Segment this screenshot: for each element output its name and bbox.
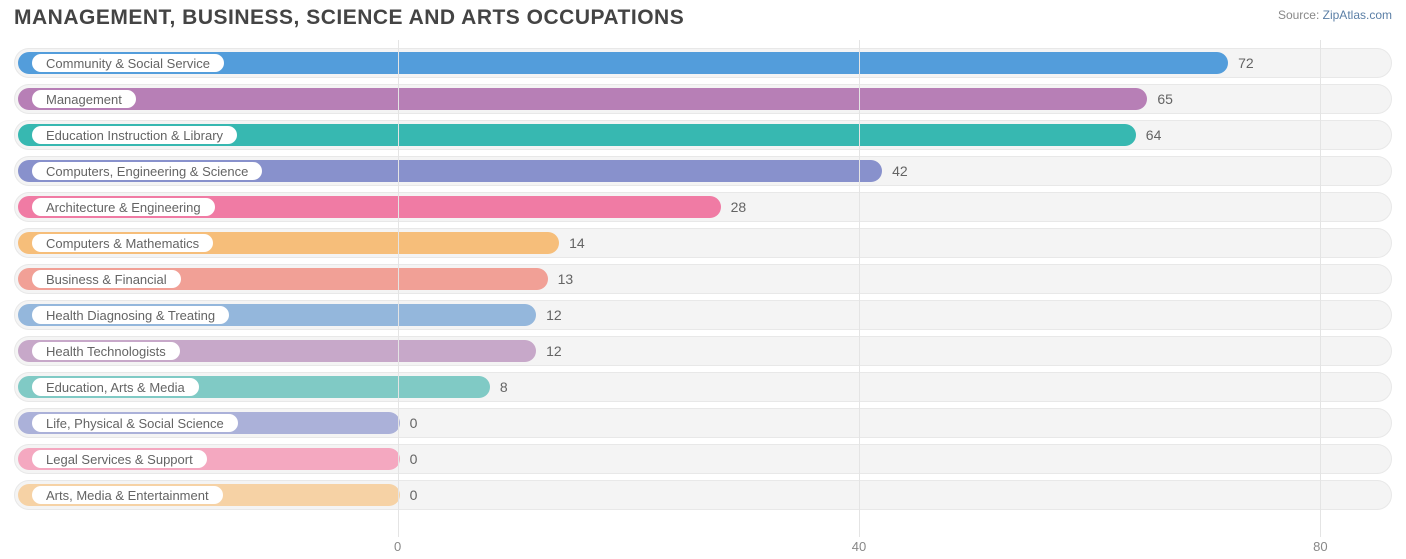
- gridline: [398, 40, 399, 537]
- bar-value-label: 42: [892, 163, 908, 179]
- bar-value-label: 14: [569, 235, 585, 251]
- bar-value-label: 13: [558, 271, 574, 287]
- bar-value-label: 0: [410, 415, 418, 431]
- gridline: [859, 40, 860, 537]
- bar-row: 13 Business & Financial: [14, 264, 1392, 294]
- bar-row: 42 Computers, Engineering & Science: [14, 156, 1392, 186]
- bar-rows-container: 72 Community & Social Service 65 Management…: [14, 48, 1392, 510]
- chart-title: MANAGEMENT, BUSINESS, SCIENCE AND ARTS O…: [14, 6, 684, 30]
- bar-value-label: 8: [500, 379, 508, 395]
- category-pill: Management: [30, 88, 138, 110]
- bar-row: 72 Community & Social Service: [14, 48, 1392, 78]
- bar-row: 8 Education, Arts & Media: [14, 372, 1392, 402]
- category-pill: Business & Financial: [30, 268, 183, 290]
- category-pill: Health Diagnosing & Treating: [30, 304, 231, 326]
- bar-row: 28 Architecture & Engineering: [14, 192, 1392, 222]
- gridline: [1320, 40, 1321, 537]
- category-pill: Life, Physical & Social Science: [30, 412, 240, 434]
- bar-fill: [18, 88, 1147, 110]
- bar-value-label: 0: [410, 451, 418, 467]
- bar-value-label: 12: [546, 343, 562, 359]
- category-pill: Education, Arts & Media: [30, 376, 201, 398]
- bar-row: 14 Computers & Mathematics: [14, 228, 1392, 258]
- bar-value-label: 64: [1146, 127, 1162, 143]
- bar-row: 0 Life, Physical & Social Science: [14, 408, 1392, 438]
- bar-row: 65 Management: [14, 84, 1392, 114]
- category-pill: Computers, Engineering & Science: [30, 160, 264, 182]
- category-pill: Community & Social Service: [30, 52, 226, 74]
- x-tick-label: 0: [394, 539, 401, 554]
- bar-value-label: 72: [1238, 55, 1254, 71]
- bar-row: 64 Education Instruction & Library: [14, 120, 1392, 150]
- bar-value-label: 12: [546, 307, 562, 323]
- category-pill: Legal Services & Support: [30, 448, 209, 470]
- bar-value-label: 28: [731, 199, 747, 215]
- x-axis: 0 40 80: [14, 539, 1392, 555]
- chart-plot-area: 72 Community & Social Service 65 Management…: [14, 40, 1392, 537]
- source-link[interactable]: ZipAtlas.com: [1323, 8, 1392, 22]
- category-pill: Education Instruction & Library: [30, 124, 239, 146]
- category-pill: Arts, Media & Entertainment: [30, 484, 225, 506]
- bar-row: 0 Legal Services & Support: [14, 444, 1392, 474]
- x-tick-label: 80: [1313, 539, 1327, 554]
- category-pill: Computers & Mathematics: [30, 232, 215, 254]
- x-tick-label: 40: [852, 539, 866, 554]
- source-prefix: Source:: [1278, 8, 1323, 22]
- bar-row: 12 Health Technologists: [14, 336, 1392, 366]
- bar-row: 0 Arts, Media & Entertainment: [14, 480, 1392, 510]
- bar-row: 12 Health Diagnosing & Treating: [14, 300, 1392, 330]
- category-pill: Architecture & Engineering: [30, 196, 217, 218]
- bar-value-label: 65: [1157, 91, 1173, 107]
- category-pill: Health Technologists: [30, 340, 182, 362]
- bar-value-label: 0: [410, 487, 418, 503]
- source-attribution: Source: ZipAtlas.com: [1278, 6, 1392, 22]
